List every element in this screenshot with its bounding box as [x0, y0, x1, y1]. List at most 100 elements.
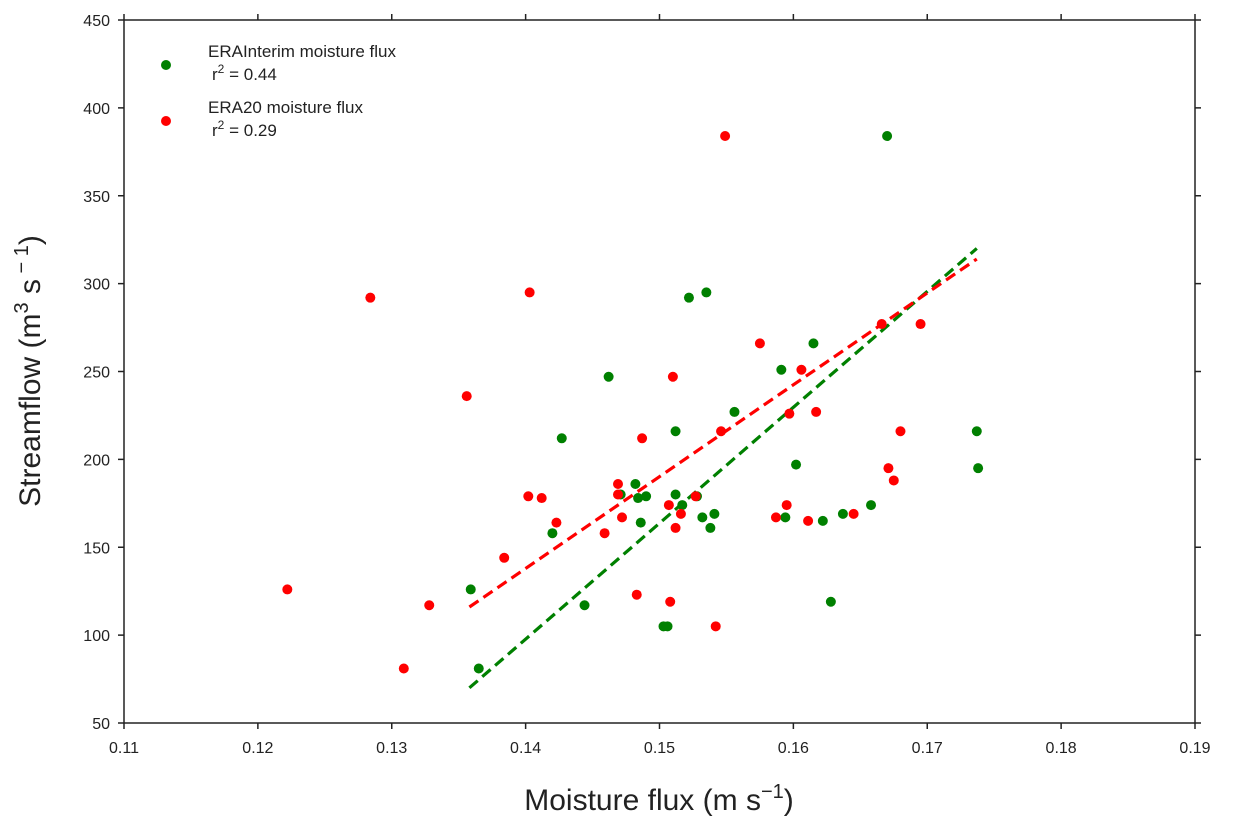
legend: ERAInterim moisture flux r2 = 0.44 ERA20… [161, 42, 396, 140]
data-point-era20 [675, 508, 686, 519]
data-point-era20 [915, 319, 926, 330]
x-axis-ticks: 0.11 0.12 0.13 0.14 0.15 0.16 0.17 0.18 0.19 [109, 14, 1211, 757]
data-point-era20 [523, 491, 534, 502]
data-point-era20 [282, 584, 293, 595]
data-point-erainterim [465, 584, 476, 595]
data-point-era20 [524, 287, 535, 298]
y-axis-title: Streamflow (m3 s − 1) [11, 235, 47, 507]
y-tick-label: 250 [83, 365, 110, 382]
y-axis-title-middle: s [14, 279, 47, 302]
x-tick-label: 0.19 [1179, 740, 1210, 757]
y-axis-title-close: ) [14, 235, 47, 245]
data-point-era20 [888, 475, 899, 486]
x-tick-label: 0.16 [778, 740, 809, 757]
data-point-era20 [536, 493, 547, 504]
legend-label-erainterim: ERAInterim moisture flux [208, 42, 396, 61]
data-point-erainterim [780, 512, 791, 523]
data-point-erainterim [971, 426, 982, 437]
data-points [282, 130, 984, 674]
y-tick-label: 100 [83, 628, 110, 645]
data-point-era20 [631, 589, 642, 600]
legend-marker-era20 [161, 116, 171, 126]
data-point-era20 [599, 528, 610, 539]
data-point-era20 [612, 489, 623, 500]
data-point-erainterim [630, 478, 641, 489]
data-point-erainterim [825, 596, 836, 607]
data-point-era20 [667, 371, 678, 382]
x-axis-title-superscript: −1 [761, 781, 784, 803]
data-point-erainterim [662, 621, 673, 632]
legend-label-era20: ERA20 moisture flux [208, 98, 363, 117]
data-point-era20 [365, 292, 376, 303]
fit-line-erainterim [468, 247, 978, 690]
data-point-era20 [754, 338, 765, 349]
x-tick-label: 0.15 [644, 740, 675, 757]
data-point-era20 [663, 500, 674, 511]
legend-r2-erainterim-value: = 0.44 [224, 65, 276, 84]
x-axis-title: Moisture flux (m s−1) [524, 781, 794, 817]
data-point-era20 [781, 500, 792, 511]
x-axis-title-main: Moisture flux (m s [524, 784, 761, 817]
data-point-era20 [720, 130, 731, 141]
data-point-era20 [848, 508, 859, 519]
x-tick-label: 0.14 [510, 740, 541, 757]
data-point-erainterim [683, 292, 694, 303]
data-point-era20 [617, 512, 628, 523]
data-point-era20 [499, 552, 510, 563]
data-point-erainterim [579, 600, 590, 611]
x-tick-label: 0.18 [1046, 740, 1077, 757]
data-point-erainterim [635, 517, 646, 528]
y-tick-label: 450 [83, 13, 110, 30]
data-point-erainterim [837, 508, 848, 519]
x-tick-label: 0.13 [376, 740, 407, 757]
legend-r2-erainterim-sup: 2 [218, 62, 225, 76]
y-axis-ticks: 50 100 150 200 250 300 350 400 450 [83, 13, 1201, 733]
y-axis-title-superscript-2: − 1 [11, 245, 33, 279]
x-tick-label: 0.17 [912, 740, 943, 757]
data-point-erainterim [697, 512, 708, 523]
y-tick-label: 50 [92, 716, 110, 733]
data-point-era20 [770, 512, 781, 523]
data-point-erainterim [473, 663, 484, 674]
data-point-era20 [883, 463, 894, 474]
legend-r2-erainterim: r2 = 0.44 [212, 62, 277, 84]
fit-lines [468, 247, 978, 690]
data-point-erainterim [776, 364, 787, 375]
legend-r2-era20-prefix: r [212, 121, 218, 140]
data-point-erainterim [729, 406, 740, 417]
data-point-era20 [710, 621, 721, 632]
data-point-era20 [796, 364, 807, 375]
data-point-erainterim [791, 459, 802, 470]
data-point-erainterim [705, 522, 716, 533]
data-point-erainterim [633, 493, 644, 504]
y-tick-label: 400 [83, 101, 110, 118]
legend-r2-era20: r2 = 0.29 [212, 118, 277, 140]
legend-r2-era20-sup: 2 [218, 118, 225, 132]
data-point-erainterim [709, 508, 720, 519]
data-point-era20 [811, 406, 822, 417]
x-axis-title-close: ) [784, 784, 794, 817]
data-point-era20 [690, 491, 701, 502]
y-axis-title-superscript: 3 [11, 302, 33, 313]
y-tick-label: 150 [83, 540, 110, 557]
y-tick-label: 200 [83, 452, 110, 469]
data-point-era20 [551, 517, 562, 528]
data-point-erainterim [641, 491, 652, 502]
data-point-era20 [784, 408, 795, 419]
data-point-erainterim [556, 433, 567, 444]
data-point-erainterim [817, 515, 828, 526]
legend-r2-erainterim-prefix: r [212, 65, 218, 84]
data-point-era20 [398, 663, 409, 674]
data-point-erainterim [677, 500, 688, 511]
data-point-erainterim [670, 489, 681, 500]
data-point-erainterim [866, 500, 877, 511]
data-point-erainterim [882, 130, 893, 141]
y-axis-title-main: Streamflow (m [14, 314, 47, 507]
data-point-erainterim [973, 463, 984, 474]
data-point-erainterim [701, 287, 712, 298]
plot-frame [123, 19, 1196, 724]
data-point-erainterim [547, 528, 558, 539]
y-tick-label: 300 [83, 277, 110, 294]
data-point-era20 [665, 596, 676, 607]
